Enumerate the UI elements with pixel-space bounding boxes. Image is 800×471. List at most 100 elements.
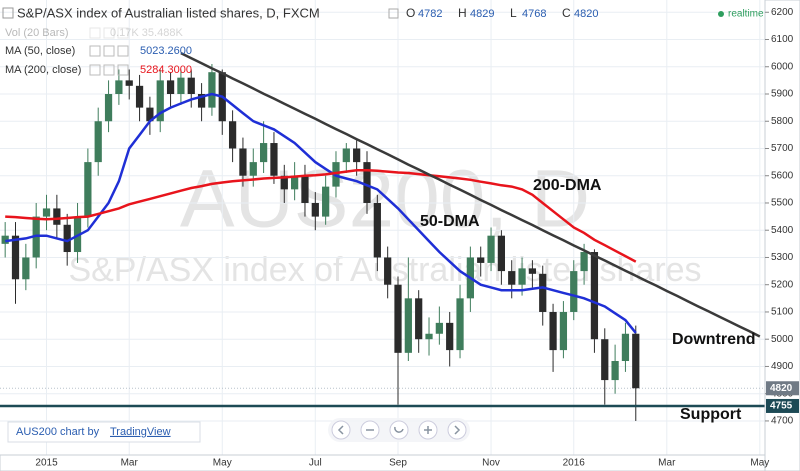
support-tag: [766, 398, 799, 413]
x-tick-label: Mar: [658, 458, 676, 469]
y-tick-label: 5300: [771, 252, 794, 263]
candle-body: [487, 235, 495, 263]
ohlc-value: 4820: [574, 8, 598, 20]
y-tick-label: 5700: [771, 143, 794, 154]
indicator-button[interactable]: [117, 45, 129, 57]
candle-body: [259, 143, 268, 163]
status-dot: [718, 11, 724, 17]
credit-box: [7, 421, 201, 443]
candle-body: [11, 235, 20, 280]
candle-body: [270, 143, 278, 176]
ohlc-value: 4782: [418, 8, 442, 20]
symbol-icon[interactable]: [2, 7, 14, 19]
candle-body: [311, 202, 319, 217]
candle-body: [156, 80, 164, 122]
overlay: 50-DMA 200-DMA Downtrend Support: [0, 51, 765, 423]
indicator-button[interactable]: [103, 45, 115, 57]
indicator-button[interactable]: [89, 45, 101, 57]
nav-right[interactable]: [447, 420, 467, 440]
candle-body: [208, 72, 216, 108]
candle-body: [559, 311, 568, 351]
candle-body: [342, 148, 350, 163]
candle-body: [518, 268, 526, 285]
x-tick-label: May: [213, 458, 232, 469]
candle-body: [146, 107, 154, 122]
last-price-label: 4820: [770, 383, 793, 394]
indicator-button[interactable]: [89, 27, 101, 39]
candle-body: [611, 361, 619, 381]
candle-body: [53, 208, 61, 225]
indicator-button[interactable]: [103, 27, 115, 39]
indicator-value: 0.17K 35.488K: [110, 27, 183, 39]
indicator-legend: Vol (20 Bars) 0.17K 35.488K MA (50, close)…: [5, 27, 192, 76]
nav-left[interactable]: [331, 420, 351, 440]
x-tick-label: Jul: [309, 458, 322, 469]
indicator-button[interactable]: [117, 27, 129, 39]
candle-body: [135, 85, 144, 108]
credit-text: AUS200 chart by: [16, 426, 100, 438]
indicator-name: Vol (20 Bars): [5, 27, 69, 39]
nav-icons: [337, 425, 461, 435]
candle-body: [42, 208, 51, 217]
ohlc-value: 4829: [470, 8, 494, 20]
grid: [0, 0, 765, 455]
series-line: [180, 51, 761, 338]
indicator-button[interactable]: [89, 64, 101, 76]
indicator-name: MA (50, close): [5, 45, 75, 57]
candle-body: [384, 257, 392, 285]
credit-link[interactable]: TradingView: [110, 426, 171, 438]
y-tick-label: 5000: [771, 334, 794, 345]
ohlc-label: L: [510, 6, 517, 20]
candle-body: [177, 77, 185, 94]
indicator-button[interactable]: [103, 64, 115, 76]
candle-body: [280, 175, 288, 190]
x-tick-label: May: [750, 458, 769, 469]
candle-body: [301, 175, 309, 203]
candle-body: [404, 298, 412, 353]
support-annotation: Support: [680, 406, 742, 423]
candle-body: [249, 162, 257, 176]
candle-body: [570, 271, 578, 312]
candle-body: [446, 322, 454, 351]
candle-body: [125, 80, 133, 86]
candle-body: [228, 121, 237, 149]
watermark-title: AUS200, D: [180, 154, 590, 245]
credit: AUS200 chart by TradingView: [7, 421, 201, 443]
candle-body: [621, 333, 630, 362]
y-tick-label: 5100: [771, 307, 794, 318]
candle-body: [322, 186, 330, 217]
y-tick-label: 6100: [771, 34, 794, 45]
indicator-value: 5023.2600: [140, 45, 192, 57]
nav-reset[interactable]: [389, 420, 409, 440]
candle-body: [104, 93, 113, 122]
candle-body: [528, 268, 537, 274]
last-price-tag: [766, 381, 799, 396]
candle-body: [187, 77, 195, 94]
indicator-value: 5284.3000: [140, 64, 192, 76]
candle-body: [456, 298, 464, 351]
series-annotation: 50-DMA: [420, 213, 480, 230]
indicator-button[interactable]: [117, 64, 129, 76]
ohlc-label: C: [562, 6, 571, 20]
candle-body: [166, 80, 175, 94]
candle-body: [363, 162, 371, 203]
candle-body: [32, 216, 40, 258]
candle-body: [539, 273, 547, 312]
x-tick-label: 2015: [35, 458, 58, 469]
support-price-label: 4755: [770, 401, 793, 412]
series-annotation: 200-DMA: [533, 177, 602, 194]
candle-body: [549, 311, 557, 351]
y-tick-label: 5400: [771, 225, 794, 236]
series-line: [5, 169, 637, 263]
candle-body: [435, 322, 443, 334]
candle-body: [601, 339, 609, 381]
x-tick-label: Sep: [389, 458, 407, 469]
navigation: [328, 418, 470, 442]
x-tick-label: 2016: [563, 458, 586, 469]
y-tick-label: 5800: [771, 116, 794, 127]
candle-body: [590, 252, 599, 340]
settings-icon[interactable]: [388, 8, 399, 19]
candle-body: [239, 148, 247, 176]
status: realtime: [728, 9, 764, 20]
